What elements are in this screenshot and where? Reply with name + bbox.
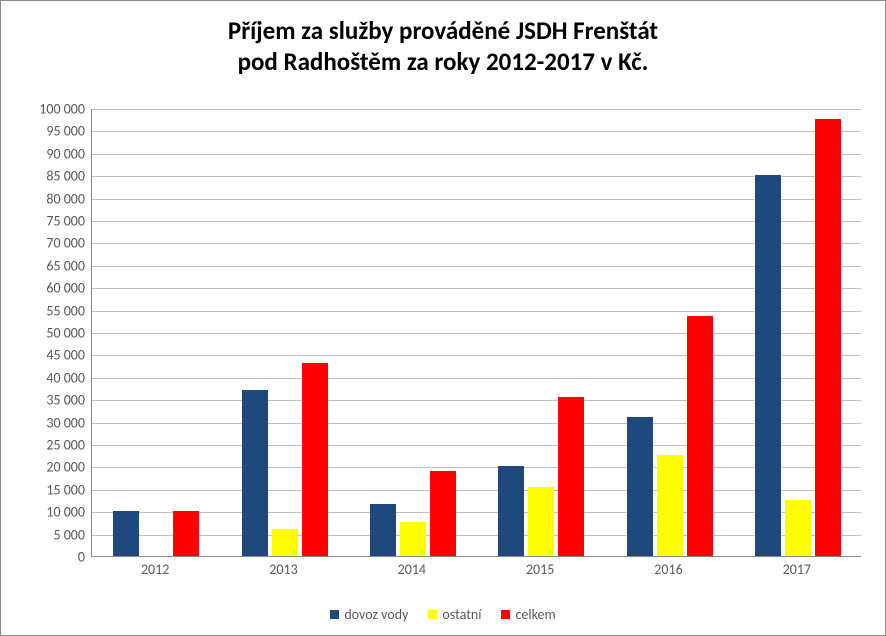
- gridline: [92, 176, 861, 177]
- y-axis-tick-label: 5 000: [5, 526, 85, 543]
- y-axis-tick-label: 85 000: [5, 168, 85, 185]
- gridline: [92, 378, 861, 379]
- gridline: [92, 266, 861, 267]
- gridline: [92, 154, 861, 155]
- bar-celkem: [815, 119, 841, 556]
- legend-label: dovoz vody: [344, 606, 408, 623]
- y-axis-tick-label: 65 000: [5, 257, 85, 274]
- bar-dovoz-vody: [498, 466, 524, 556]
- bar-celkem: [558, 397, 584, 556]
- legend-item: ostatní: [428, 606, 481, 623]
- x-axis-tick-label: 2014: [398, 561, 426, 578]
- gridline: [92, 512, 861, 513]
- legend: dovoz vody ostatní celkem: [1, 606, 885, 623]
- y-axis-tick-label: 70 000: [5, 235, 85, 252]
- y-axis-tick-label: 100 000: [5, 101, 85, 118]
- y-axis-tick-label: 80 000: [5, 190, 85, 207]
- y-axis-tick-label: 30 000: [5, 414, 85, 431]
- x-axis-tick-label: 2017: [783, 561, 811, 578]
- x-axis-tick-label: 2015: [526, 561, 554, 578]
- chart-title-line1: Příjem za služby prováděné JSDH Frenštát: [228, 15, 658, 46]
- y-axis-tick-label: 10 000: [5, 504, 85, 521]
- bar-dovoz-vody: [370, 504, 396, 556]
- bar-ostatní: [785, 500, 811, 556]
- gridline: [92, 199, 861, 200]
- bar-celkem: [302, 363, 328, 556]
- plot-area: [91, 109, 861, 557]
- gridline: [92, 400, 861, 401]
- legend-swatch: [501, 610, 510, 619]
- gridline: [92, 311, 861, 312]
- y-axis-tick-label: 90 000: [5, 145, 85, 162]
- bar-dovoz-vody: [242, 390, 268, 556]
- chart-title-line2: pod Radhoštěm za roky 2012-2017 v Kč.: [238, 46, 649, 77]
- legend-item: dovoz vody: [330, 606, 408, 623]
- y-axis-tick-label: 40 000: [5, 369, 85, 386]
- x-axis-tick-label: 2016: [654, 561, 682, 578]
- y-axis-tick-label: 45 000: [5, 347, 85, 364]
- gridline: [92, 445, 861, 446]
- y-axis-tick-label: 35 000: [5, 392, 85, 409]
- chart-title: Příjem za služby prováděné JSDH Frenštát…: [1, 1, 885, 88]
- bar-celkem: [173, 511, 199, 556]
- chart-container: Příjem za služby prováděné JSDH Frenštát…: [0, 0, 886, 636]
- gridline: [92, 243, 861, 244]
- bar-dovoz-vody: [755, 175, 781, 556]
- bar-ostatní: [657, 455, 683, 556]
- y-axis-tick-label: 25 000: [5, 437, 85, 454]
- y-axis-tick-label: 60 000: [5, 280, 85, 297]
- gridline: [92, 423, 861, 424]
- gridline: [92, 490, 861, 491]
- gridline: [92, 333, 861, 334]
- gridline: [92, 467, 861, 468]
- legend-item: celkem: [501, 606, 555, 623]
- bar-ostatní: [272, 529, 298, 556]
- gridline: [92, 288, 861, 289]
- bar-dovoz-vody: [113, 511, 139, 556]
- y-axis-tick-label: 75 000: [5, 213, 85, 230]
- y-axis-tick-label: 95 000: [5, 123, 85, 140]
- bar-dovoz-vody: [627, 417, 653, 556]
- x-axis-tick-label: 2013: [269, 561, 297, 578]
- x-axis-tick-label: 2012: [141, 561, 169, 578]
- y-axis-tick-label: 55 000: [5, 302, 85, 319]
- y-axis-tick-label: 50 000: [5, 325, 85, 342]
- gridline: [92, 221, 861, 222]
- gridline: [92, 535, 861, 536]
- bar-ostatní: [400, 522, 426, 556]
- legend-label: celkem: [515, 606, 555, 623]
- y-axis-tick-label: 0: [5, 549, 85, 566]
- legend-swatch: [330, 610, 339, 619]
- gridline: [92, 355, 861, 356]
- bar-celkem: [687, 316, 713, 556]
- bar-celkem: [430, 471, 456, 556]
- gridline: [92, 109, 861, 110]
- legend-label: ostatní: [442, 606, 481, 623]
- y-axis-tick-label: 15 000: [5, 481, 85, 498]
- legend-swatch: [428, 610, 437, 619]
- bar-ostatní: [528, 487, 554, 556]
- gridline: [92, 131, 861, 132]
- y-axis-tick-label: 20 000: [5, 459, 85, 476]
